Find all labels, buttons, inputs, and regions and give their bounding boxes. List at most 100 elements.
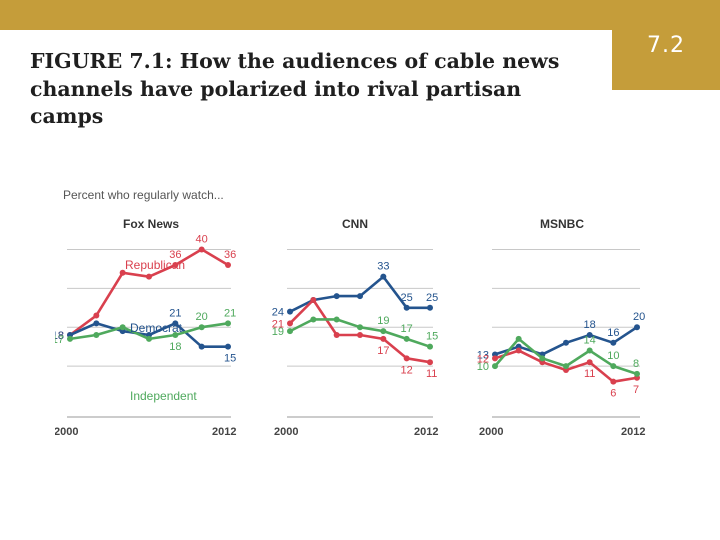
line-chart-panels: Percent who regularly watch... Fox News 20…	[55, 188, 645, 438]
series-name-democrat: Democrat	[130, 321, 183, 335]
cnn-republican-point	[310, 297, 317, 303]
series-name-independent: Independent	[130, 389, 197, 403]
fox-news-panel-title: Fox News	[123, 217, 179, 231]
cnn-republican-point	[380, 335, 387, 342]
cnn-democrat-point	[357, 293, 363, 300]
fox-news-democrat-point	[172, 320, 179, 327]
msnbc-democrat-point	[563, 339, 569, 346]
msnbc-republican-data-label: 7	[633, 384, 639, 396]
cnn-independent-point	[333, 316, 340, 323]
chart-subtitle: Percent who regularly watch...	[63, 188, 224, 202]
msnbc-independent-data-label: 10	[477, 361, 489, 373]
msnbc-republican-point	[492, 355, 498, 362]
fox-news-republican-point	[93, 312, 100, 319]
fox-news-republican-point	[119, 269, 126, 276]
fox-news-republican-data-label: 40	[196, 233, 208, 245]
msnbc-republican-data-label: 6	[610, 388, 616, 400]
cnn-republican-point	[403, 355, 410, 362]
fox-news-democrat-data-label: 18	[55, 330, 64, 342]
fox-news-republican-point	[198, 246, 205, 253]
cnn-independent-point	[427, 343, 433, 350]
cnn-democrat-point	[287, 308, 293, 315]
fox-news-independent-point	[172, 332, 179, 338]
cnn-republican-data-label: 17	[377, 345, 389, 357]
fox-news-independent-data-label: 20	[196, 311, 208, 323]
fox-news-independent-point	[93, 332, 100, 338]
msnbc-independent-point	[539, 355, 546, 362]
fox-news-republican-point	[225, 262, 231, 268]
cnn-republican-data-label: 11	[426, 368, 437, 380]
series-name-republican: Republican	[125, 258, 185, 272]
msnbc-independent-point	[492, 363, 498, 370]
cnn-democrat-data-label: 25	[426, 292, 438, 304]
msnbc-x-tick-label: 2000	[479, 426, 503, 438]
top-accent-band	[0, 0, 720, 30]
msnbc-republican-point	[515, 347, 522, 354]
fox-news-republican-data-label: 18	[55, 330, 64, 342]
fox-news-republican-data-label: 36	[169, 249, 181, 261]
cnn-republican-point	[427, 359, 433, 366]
cnn-independent-point	[310, 316, 317, 323]
msnbc-panel-title: MSNBC	[540, 217, 584, 231]
fox-news-republican-data-label: 36	[224, 249, 236, 261]
fox-news-independent-data-label: 21	[224, 307, 236, 319]
msnbc-independent-point	[610, 363, 617, 370]
fox-news-independent-point	[225, 320, 231, 327]
slide-title: FIGURE 7.1: How the audiences of cable n…	[30, 49, 560, 128]
fox-news-democrat-data-label: 15	[224, 353, 236, 365]
cnn-independent-point	[357, 324, 363, 331]
msnbc-independent-data-label: 10	[607, 350, 619, 362]
fox-news-independent-point	[119, 324, 126, 331]
msnbc-independent-data-label: 14	[584, 335, 596, 347]
msnbc-independent-point	[634, 370, 640, 377]
fox-news-x-tick-label: 2012	[212, 426, 236, 438]
cnn-republican-point	[357, 332, 363, 338]
fox-news-x-tick-label: 2000	[55, 426, 78, 438]
cnn-independent-point	[380, 328, 387, 335]
cnn-republican-data-label: 21	[272, 318, 284, 330]
msnbc-independent-point	[586, 347, 593, 354]
cnn-democrat-point	[427, 304, 433, 311]
cnn-panel-title: CNN	[342, 217, 368, 231]
fox-news-independent-point	[146, 335, 152, 342]
cnn-x-tick-label: 2012	[414, 426, 438, 438]
cnn-republican-point	[287, 320, 293, 327]
cnn-republican-data-label: 12	[401, 364, 413, 376]
cnn-democrat-data-label: 33	[377, 261, 389, 273]
cnn-independent-data-label: 15	[426, 331, 438, 343]
msnbc-republican-point	[610, 378, 617, 385]
msnbc-democrat-data-label: 18	[584, 319, 596, 331]
fox-news-democrat-point	[198, 343, 205, 350]
fox-news-republican-point	[146, 273, 152, 280]
msnbc-republican-data-label: 12	[477, 353, 489, 365]
msnbc-democrat-data-label: 20	[633, 311, 645, 323]
msnbc-republican-point	[586, 359, 593, 366]
msnbc-independent-point	[563, 363, 569, 370]
cnn-independent-point	[403, 335, 410, 342]
cnn-democrat-point	[333, 293, 340, 300]
cnn-republican-point	[333, 332, 340, 338]
cnn-democrat-data-label: 24	[272, 307, 284, 319]
msnbc-democrat-point	[634, 324, 640, 331]
chart-figure: Percent who regularly watch... Fox News 20…	[55, 180, 655, 460]
msnbc-independent-data-label: 8	[633, 358, 639, 370]
fox-news-independent-point	[67, 335, 73, 342]
msnbc-democrat-data-label: 13	[477, 349, 489, 361]
fox-news-independent-data-label: 18	[169, 341, 181, 353]
fox-news-republican-point	[172, 262, 179, 268]
slide-number-badge: 7.2	[612, 0, 720, 90]
fox-news-independent-point	[198, 324, 205, 331]
fox-news-democrat-point	[93, 320, 100, 327]
cnn-independent-point	[287, 328, 293, 335]
fox-news-independent-data-label: 17	[55, 334, 64, 346]
cnn-independent-data-label: 19	[272, 326, 284, 338]
msnbc-independent-point	[515, 335, 522, 342]
msnbc-democrat-point	[586, 332, 593, 338]
cnn-democrat-data-label: 25	[401, 292, 413, 304]
msnbc-democrat-point	[610, 339, 617, 346]
cnn-democrat-point	[403, 304, 410, 311]
msnbc-x-tick-label: 2012	[621, 426, 645, 438]
cnn-independent-data-label: 17	[401, 323, 413, 335]
fox-news-democrat-data-label: 21	[169, 307, 181, 319]
fox-news-democrat-point	[225, 343, 231, 350]
